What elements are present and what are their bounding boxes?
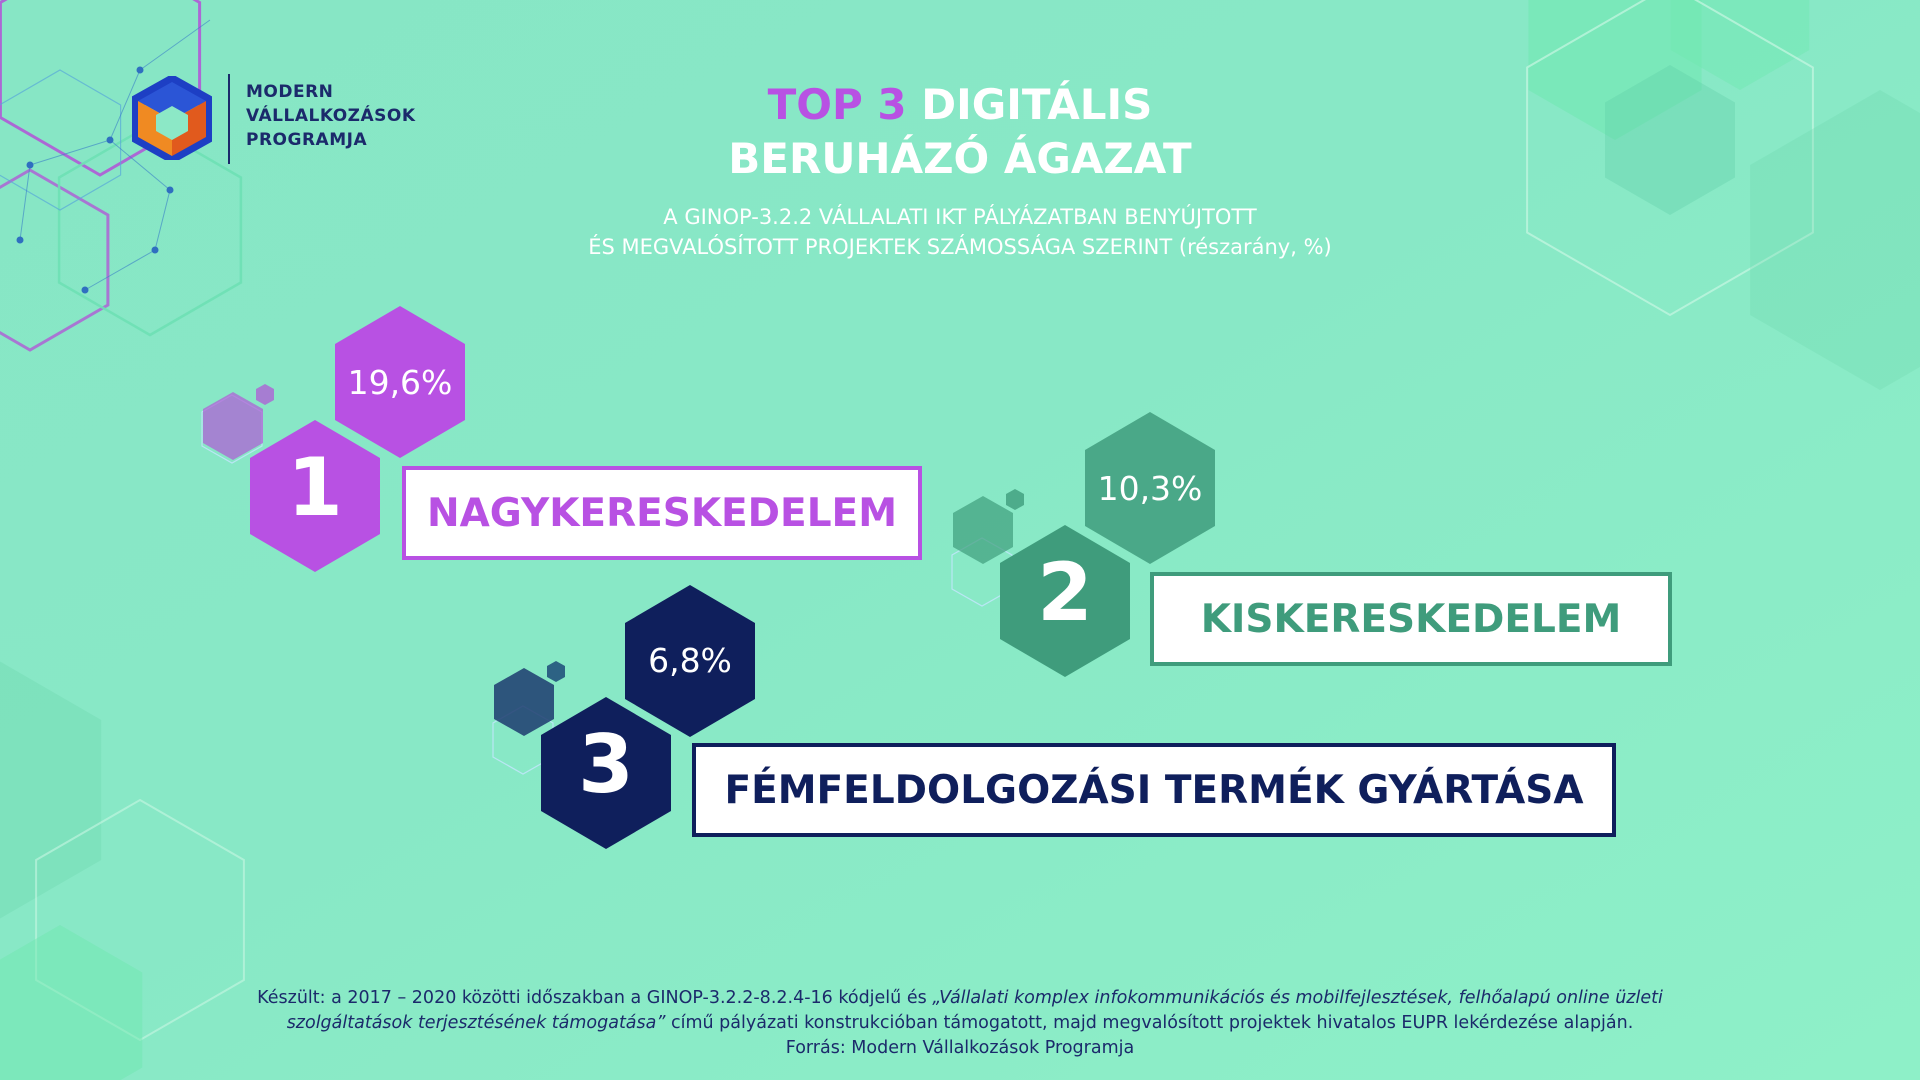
bg-network-line: [154, 189, 171, 251]
page-subtitle: A GINOP-3.2.2 VÁLLALATI IKT PÁLYÁZATBAN …: [460, 202, 1460, 262]
rank-2-sector: KISKERESKEDELEM: [1200, 596, 1622, 642]
rank-1-group: 1 19,6%: [201, 306, 465, 572]
bg-network-dot: [106, 136, 114, 144]
rank-2-value-hex: [1085, 412, 1215, 564]
bg-hex-filled: [1750, 90, 1920, 390]
logo-mark-icon: [132, 76, 212, 160]
footer-line-2-plain: című pályázati konstrukcióban támogatott…: [665, 1013, 1634, 1033]
rank-2-tiny-hex: [1006, 489, 1024, 510]
rank-2-small-hex: [953, 496, 1013, 564]
rank-2-number: 2: [1037, 546, 1093, 639]
bg-hex-outline: [57, 123, 243, 337]
rank-1-label: NAGYKERESKEDELEM: [402, 466, 922, 560]
bg-hex-outline: [0, 0, 202, 177]
subtitle-line-1: A GINOP-3.2.2 VÁLLALATI IKT PÁLYÁZATBAN …: [663, 205, 1257, 229]
bg-network-line: [109, 139, 171, 191]
rank-3-label: FÉMFELDOLGOZÁSI TERMÉK GYÁRTÁSA: [692, 743, 1616, 837]
bg-network-line: [139, 19, 211, 71]
bg-network-dot: [136, 66, 144, 74]
rank-1-sector: NAGYKERESKEDELEM: [426, 490, 898, 536]
subtitle-line-2: ÉS MEGVALÓSÍTOTT PROJEKTEK SZÁMOSSÁGA SZ…: [588, 235, 1332, 259]
footer-source: Forrás: Modern Vállalkozások Programja: [785, 1038, 1135, 1058]
rank-3-group: 3 6,8%: [492, 585, 755, 849]
rank-3-tiny-hex: [547, 661, 565, 682]
rank-2-group: 2 10,3%: [951, 412, 1215, 677]
footer-line-1-italic: „Vállalati komplex infokommunikációs és …: [932, 988, 1663, 1008]
bg-hex-outline: [0, 69, 122, 211]
rank-2-number-hex: [1000, 525, 1130, 677]
title-rest: DIGITÁLIS: [906, 80, 1153, 129]
bg-network-dot: [26, 161, 34, 169]
rank-3-small-hex: [494, 668, 554, 736]
rank-1-value: 19,6%: [348, 363, 453, 402]
logo-line-2: VÁLLALKOZÁSOK: [246, 106, 416, 126]
bg-hex-filled: [0, 925, 143, 1080]
footer-note: Készült: a 2017 – 2020 közötti időszakba…: [150, 986, 1770, 1061]
logo-line-3: PROGRAMJA: [246, 130, 368, 150]
bg-hex-filled: [0, 661, 102, 919]
bg-network-dot: [166, 186, 174, 194]
bg-hex-filled: [1605, 65, 1735, 215]
rank-1-value-hex: [335, 306, 465, 458]
bg-network-line: [109, 69, 141, 141]
title-line-2: BERUHÁZÓ ÁGAZAT: [728, 134, 1192, 183]
rank-2-label: KISKERESKEDELEM: [1150, 572, 1672, 666]
bg-hex-outline: [0, 168, 110, 352]
rank-1-tiny-hex: [256, 384, 274, 405]
footer-line-1-plain: Készült: a 2017 – 2020 közötti időszakba…: [257, 988, 933, 1008]
bg-network-line: [84, 249, 156, 291]
bg-network-line: [29, 139, 111, 166]
footer-line-2-italic: szolgáltatások terjesztésének támogatása…: [286, 1013, 666, 1033]
bg-network-dot: [81, 286, 89, 294]
logo-text: MODERN VÁLLALKOZÁSOK PROGRAMJA: [246, 80, 436, 152]
bg-network-line: [19, 164, 31, 241]
rank-2-outline-hex: [951, 537, 1013, 607]
title-accent: TOP 3: [767, 80, 907, 129]
bg-network-dot: [151, 246, 159, 254]
bg-network-dot: [16, 236, 24, 244]
logo-divider: [228, 74, 230, 164]
logo-line-1: MODERN: [246, 82, 334, 102]
page-title: TOP 3 DIGITÁLIS BERUHÁZÓ ÁGAZAT: [560, 78, 1360, 186]
rank-3-value-hex: [625, 585, 755, 737]
rank-3-number-hex: [541, 697, 671, 849]
rank-2-value: 10,3%: [1098, 469, 1203, 508]
bg-hex-filled: [1528, 0, 1702, 140]
bg-hex-filled: [1670, 0, 1810, 90]
rank-3-value: 6,8%: [648, 641, 732, 680]
bg-hex-outline: [1526, 0, 1814, 317]
logo: MODERN VÁLLALKOZÁSOK PROGRAMJA: [132, 74, 432, 170]
rank-1-small-hex: [203, 392, 263, 460]
rank-1-number: 1: [287, 441, 343, 534]
rank-1-number-hex: [250, 420, 380, 572]
rank-3-number: 3: [578, 718, 634, 811]
rank-3-outline-hex: [492, 705, 554, 775]
rank-3-sector: FÉMFELDOLGOZÁSI TERMÉK GYÁRTÁSA: [724, 767, 1584, 813]
